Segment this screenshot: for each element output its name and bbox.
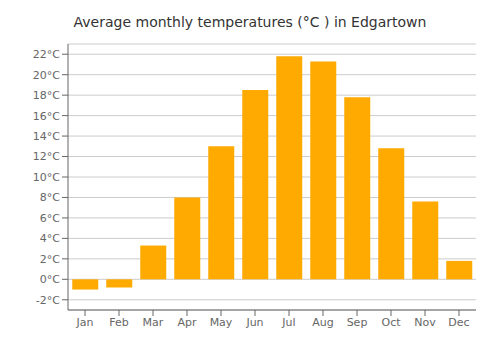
svg-text:8°C: 8°C xyxy=(40,191,60,204)
svg-text:May: May xyxy=(210,316,233,329)
svg-text:Sep: Sep xyxy=(347,316,368,329)
svg-text:Dec: Dec xyxy=(448,316,469,329)
svg-text:14°C: 14°C xyxy=(33,130,60,143)
svg-text:Jul: Jul xyxy=(281,316,295,329)
svg-text:Apr: Apr xyxy=(177,316,197,329)
svg-text:Nov: Nov xyxy=(414,316,436,329)
html-text:Average monthly temperatures (: Average monthly temperatures (°C ) in Ed… xyxy=(73,14,427,30)
svg-text:Jan: Jan xyxy=(76,316,94,329)
svg-text:2°C: 2°C xyxy=(40,253,60,266)
svg-text:0°C: 0°C xyxy=(40,273,60,286)
svg-text:10°C: 10°C xyxy=(33,171,60,184)
svg-text:4°C: 4°C xyxy=(40,232,60,245)
svg-text:22°C: 22°C xyxy=(33,48,60,61)
svg-text:6°C: 6°C xyxy=(40,212,60,225)
svg-text:Aug: Aug xyxy=(312,316,333,329)
svg-text:20°C: 20°C xyxy=(33,69,60,82)
svg-text:16°C: 16°C xyxy=(33,110,60,123)
svg-text:12°C: 12°C xyxy=(33,150,60,163)
svg-text:Jun: Jun xyxy=(245,316,263,329)
svg-text:-2°C: -2°C xyxy=(36,294,60,307)
svg-text:18°C: 18°C xyxy=(33,89,60,102)
svg-text:Oct: Oct xyxy=(381,316,401,329)
svg-text:Mar: Mar xyxy=(143,316,164,329)
svg-text:Feb: Feb xyxy=(109,316,128,329)
